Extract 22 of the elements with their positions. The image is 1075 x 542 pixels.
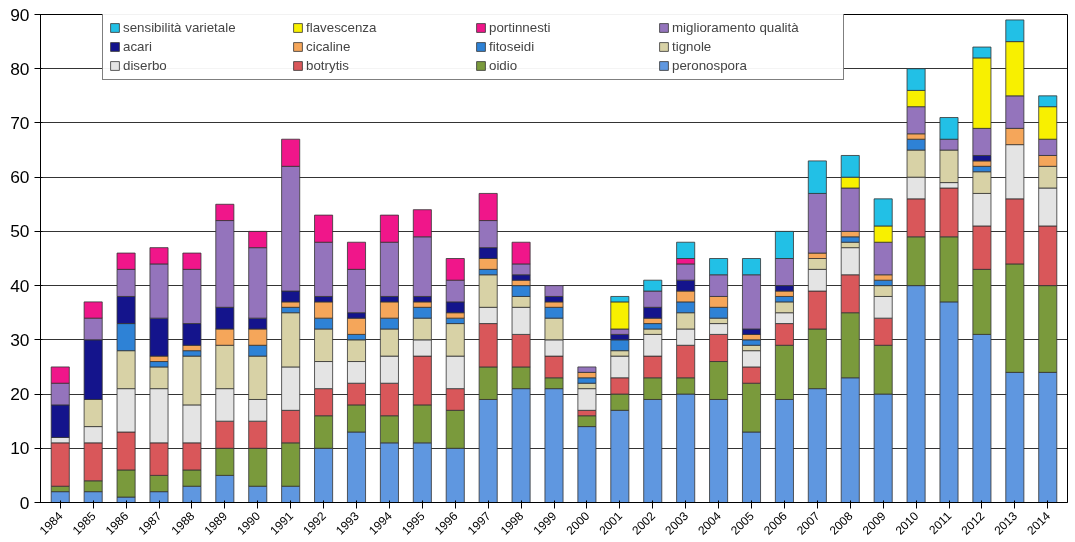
y-tick-label: 20 xyxy=(10,384,30,405)
y-tick-label: 70 xyxy=(10,112,30,133)
legend-label: cicaline xyxy=(306,39,352,54)
y-tick-label: 30 xyxy=(10,329,30,350)
legend-label: fitoseidi xyxy=(489,39,536,54)
y-tick-label: 10 xyxy=(10,438,30,459)
y-tick-label: 80 xyxy=(10,58,30,79)
legend-label: diserbo xyxy=(123,58,168,73)
legend-label: flavescenza xyxy=(306,20,378,35)
legend-label: oidio xyxy=(489,58,519,73)
legend-label: tignole xyxy=(672,39,713,54)
y-tick-label: 60 xyxy=(10,167,30,188)
legend-label: acari xyxy=(123,39,153,54)
legend-label: peronospora xyxy=(672,58,748,73)
y-tick-label: 50 xyxy=(10,221,30,242)
legend-label: botrytis xyxy=(306,58,350,73)
legend-label: portinnesti xyxy=(489,20,552,35)
y-tick-label: 40 xyxy=(10,275,30,296)
y-tick-label: 0 xyxy=(19,492,30,513)
y-tick-label: 90 xyxy=(10,4,30,25)
legend-label: sensibilità varietale xyxy=(123,20,237,35)
legend-label: miglioramento qualità xyxy=(672,20,800,35)
